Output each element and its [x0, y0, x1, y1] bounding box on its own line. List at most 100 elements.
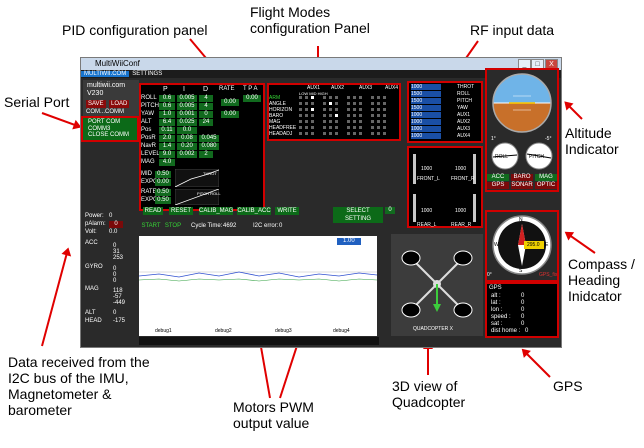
pid-header-rate: RATE [219, 86, 235, 92]
stop-button[interactable]: STOP [164, 223, 182, 229]
menu-settings[interactable]: SETTINGS [132, 71, 163, 77]
rf-throt-label: THROT [457, 84, 475, 90]
pid-p-input[interactable]: 9.0 [159, 151, 175, 158]
compass-e: E [545, 242, 549, 248]
menu-bar: MULTIWII.COM SETTINGS [81, 70, 561, 78]
motor-front-l-value: 1000 [421, 166, 433, 172]
roll-gauge-icon [491, 142, 519, 170]
pid-d-input[interactable]: 0.045 [199, 135, 219, 142]
pid-row-name: Pos [141, 127, 152, 133]
motor-bar-rear-r [473, 194, 476, 222]
mag-pitch-value: -57 [113, 294, 122, 300]
motor-rear-l-label: REAR_L [417, 222, 437, 228]
expo-label: EXPO [141, 179, 158, 185]
start-button[interactable]: START [141, 223, 161, 229]
mode-arm: ARM [269, 95, 281, 101]
motor-output-panel: 1000 1000 FRONT_L FRONT_R 1000 1000 REAR… [407, 146, 483, 228]
save-button[interactable]: SAVE [86, 100, 106, 108]
calib-acc-button[interactable]: CALIB_ACC [237, 207, 271, 215]
mode-horizon: HORIZON [269, 107, 293, 113]
motor-bar-front-r [473, 154, 476, 184]
gps-panel: GPS alt : 0 lat : 0 lon : 0 speed : 0 sa… [485, 282, 559, 338]
read-button[interactable]: READ [143, 207, 163, 215]
pid-p-input[interactable]: 0.6 [159, 103, 175, 110]
mid-input[interactable]: 0.50 [155, 171, 171, 178]
pid-i-input[interactable]: 0.002 [177, 151, 197, 158]
expo2-label: EXPO [141, 197, 158, 203]
roll-angle: 1° [491, 136, 496, 142]
compass-panel: N E S W 295.0 0° GPS_fix [485, 210, 559, 282]
pid-d-input[interactable]: 2 [199, 151, 213, 158]
label-serial-port: Serial Port [4, 94, 70, 110]
pid-i-input[interactable]: 0.005 [177, 95, 197, 102]
reset-button[interactable]: RESET [169, 207, 193, 215]
pid-p-input[interactable]: 0.6 [159, 95, 175, 102]
aux-checkbox-grid[interactable] [299, 96, 399, 138]
tpa-input[interactable]: 0.00 [243, 95, 261, 102]
rf-aux4-label: AUX4 [457, 133, 471, 139]
rf-aux2-label: AUX2 [457, 119, 471, 125]
rate2-input[interactable]: 0.50 [155, 189, 171, 196]
debug4-label: debug4 [333, 328, 350, 334]
motor-rear-r-label: REAR_R [451, 222, 472, 228]
pid-p-input[interactable]: 0.11 [159, 127, 175, 134]
pid-i-input[interactable]: 0.20 [177, 143, 197, 150]
pid-i-input[interactable]: 0.001 [177, 111, 197, 118]
mode-angle: ANGLE [269, 101, 286, 107]
rate-roll-pitch-input[interactable]: 0.00 [221, 99, 239, 106]
gps-title: GPS [489, 285, 502, 291]
gps-speed-label: speed : [491, 314, 511, 320]
gps-alt-label: alt : [491, 293, 501, 299]
pid-d-input[interactable]: 4 [199, 95, 213, 102]
port-com-button[interactable]: PORT COM [88, 119, 121, 125]
pid-d-input[interactable]: 0 [199, 111, 213, 118]
pid-header-p: P [163, 86, 168, 93]
pid-p-input[interactable]: 4.0 [159, 159, 175, 166]
quadcopter-icon [401, 250, 473, 318]
setting-value[interactable]: 0 [385, 207, 395, 214]
pid-i-input[interactable]: 0.005 [177, 103, 197, 110]
pid-d-input[interactable]: 24 [199, 119, 213, 126]
cycle-time-value: 4692 [223, 223, 237, 229]
motor-rear-l-value: 1000 [421, 208, 433, 214]
quadcopter-3d-view: QUADCOPTER X [391, 234, 483, 336]
pid-p-input[interactable]: 1.4 [159, 143, 175, 150]
pid-row-name: YAW [141, 111, 154, 117]
menu-multiwii[interactable]: MULTIWII.COM [81, 71, 130, 77]
expo2-input[interactable]: 0.50 [155, 197, 171, 204]
motor-bar-rear-l [413, 194, 416, 222]
pid-p-input[interactable]: 2.0 [159, 135, 175, 142]
label-motors: Motors PWM output value [233, 399, 314, 432]
gps-dist-value: 0 [525, 328, 529, 334]
palarm-label: pAlarm: [85, 221, 106, 227]
calib-mag-button[interactable]: CALIB_MAG [199, 207, 234, 215]
write-button[interactable]: WRITE [275, 207, 299, 215]
throt-curve-label: THROT [203, 171, 217, 176]
acc-z-value: 253 [113, 255, 124, 261]
pid-p-input[interactable]: 6.4 [159, 119, 175, 126]
pid-i-input[interactable]: 0.08 [177, 135, 197, 142]
pid-d-input[interactable]: 4 [199, 103, 213, 110]
pid-header-d: D [203, 86, 209, 93]
comm-port-item[interactable]: COMM3 [88, 126, 111, 132]
graph-scale: 1.00 [337, 238, 361, 245]
load-button[interactable]: LOAD [109, 100, 130, 108]
label-rf-input: RF input data [470, 22, 555, 38]
expo-input[interactable]: 0.00 [155, 179, 171, 186]
close-comm-button[interactable]: CLOSE COMM [88, 132, 130, 138]
gps-lon-label: lon : [491, 307, 503, 313]
attitude-indicator-panel: 1° -5° ROLL PITCH ACC BARO MAG GPS SONAR… [485, 68, 559, 192]
rate-yaw-input[interactable]: 0.00 [221, 111, 239, 118]
cycle-time-label: Cycle Time: [191, 223, 223, 229]
pid-i-input[interactable]: 0.025 [177, 119, 197, 126]
head-value: -175 [113, 318, 126, 324]
pid-i-input[interactable]: 0.0 [177, 127, 197, 134]
power-value: 0 [109, 213, 113, 219]
arrow-compass [565, 232, 596, 254]
select-setting-button[interactable]: SELECT SETTING [333, 207, 383, 223]
palarm-input[interactable]: 0 [109, 221, 123, 228]
pid-d-input[interactable]: 0.080 [199, 143, 219, 150]
acc-pitch-value: 31 [113, 249, 120, 255]
pid-p-input[interactable]: 1.0 [159, 111, 175, 118]
arrow-serial [41, 112, 80, 128]
